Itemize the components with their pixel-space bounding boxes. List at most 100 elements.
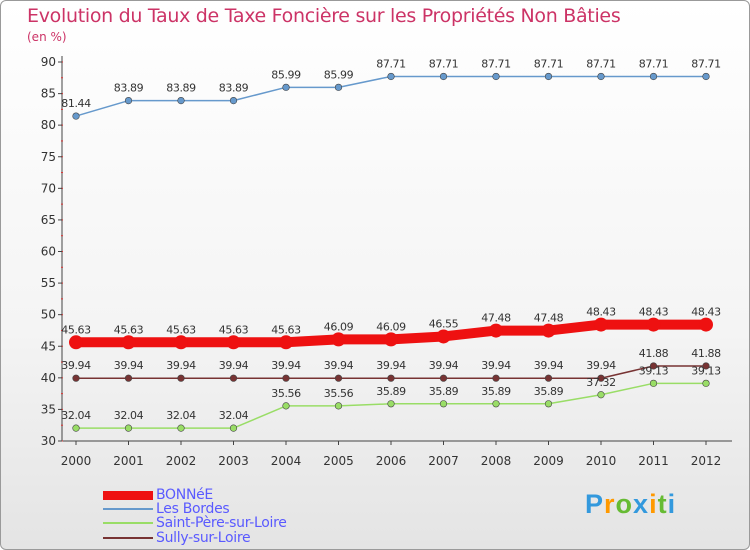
data-label: 48.43: [691, 306, 721, 319]
data-point: [174, 335, 188, 350]
data-label: 47.48: [481, 312, 511, 325]
x-tick-label: 2009: [533, 454, 564, 468]
data-label: 39.94: [166, 359, 196, 372]
logo-letter: r: [604, 489, 616, 519]
logo-letter: i: [649, 489, 658, 519]
data-point: [699, 317, 713, 332]
x-tick-label: 2003: [218, 454, 249, 468]
data-label: 35.56: [271, 387, 301, 400]
data-label: 81.44: [61, 97, 91, 110]
data-label: 37.32: [586, 376, 616, 389]
data-label: 39.13: [691, 364, 721, 377]
legend-swatch: [103, 490, 153, 500]
data-point: [387, 400, 395, 408]
y-tick-label: 55: [41, 276, 56, 290]
y-tick-label: 65: [41, 213, 56, 227]
legend-item: Les Bordes: [103, 501, 230, 517]
data-point: [229, 374, 238, 382]
data-label: 35.89: [534, 385, 564, 398]
x-tick-label: 2006: [376, 454, 407, 468]
data-label: 32.04: [166, 409, 196, 422]
y-tick-label: 35: [41, 402, 56, 416]
data-point: [177, 96, 185, 105]
data-label: 39.94: [376, 359, 406, 372]
data-label: 46.09: [324, 320, 354, 333]
data-point: [649, 379, 658, 387]
data-label: 41.88: [639, 347, 669, 360]
x-tick-label: 2001: [113, 454, 144, 468]
data-point: [334, 374, 343, 382]
data-point: [282, 402, 290, 410]
data-label: 87.71: [534, 57, 564, 70]
data-label: 39.94: [271, 359, 301, 372]
y-tick-label: 30: [41, 434, 56, 448]
data-label: 87.71: [691, 57, 721, 70]
data-point: [492, 374, 500, 382]
logo-letter: i: [667, 489, 677, 519]
proxiti-logo: Proxiti: [585, 489, 676, 520]
data-point: [439, 374, 448, 382]
data-point: [702, 362, 710, 370]
data-label: 35.89: [481, 385, 511, 398]
data-point: [177, 374, 185, 382]
legend-swatch: [103, 522, 153, 524]
data-point: [597, 374, 605, 382]
data-point: [124, 374, 133, 382]
y-tick-label: 60: [41, 245, 56, 259]
y-tick-label: 50: [41, 308, 56, 322]
data-label: 39.94: [114, 359, 144, 372]
logo-letter: x: [633, 489, 650, 519]
data-point: [492, 72, 500, 81]
data-label: 32.04: [61, 409, 91, 422]
data-label: 45.63: [114, 323, 144, 336]
data-point: [492, 400, 500, 408]
data-point: [489, 323, 503, 338]
legend-label: Saint-Père-sur-Loire: [156, 515, 287, 531]
data-point: [69, 335, 83, 350]
data-point: [334, 402, 343, 410]
data-label: 87.71: [376, 57, 406, 70]
data-point: [387, 72, 395, 81]
data-label: 83.89: [219, 82, 249, 95]
data-point: [597, 391, 605, 399]
data-label: 35.89: [376, 385, 406, 398]
data-point: [72, 112, 80, 120]
data-label: 45.63: [271, 323, 301, 336]
y-tick-label: 45: [41, 339, 56, 353]
data-point: [646, 317, 661, 332]
data-label: 35.89: [429, 385, 459, 398]
data-point: [177, 424, 185, 432]
data-point: [282, 83, 290, 91]
data-label: 87.71: [481, 57, 511, 70]
data-label: 87.71: [639, 57, 669, 70]
legend-label: Les Bordes: [156, 501, 230, 517]
legend-label: Sully-sur-Loire: [156, 530, 251, 546]
data-point: [229, 424, 238, 432]
x-tick-label: 2000: [61, 454, 92, 468]
data-point: [331, 332, 346, 347]
logo-letter: P: [585, 489, 605, 519]
data-label: 87.71: [586, 57, 616, 70]
x-tick-label: 2005: [323, 454, 354, 468]
x-tick-label: 2002: [166, 454, 197, 468]
data-point: [229, 96, 238, 105]
data-label: 83.89: [166, 82, 196, 95]
data-point: [541, 323, 556, 338]
data-point: [702, 379, 710, 387]
data-point: [384, 332, 398, 347]
data-label: 39.94: [324, 359, 354, 372]
data-label: 39.94: [61, 359, 91, 372]
data-point: [72, 374, 80, 382]
data-point: [124, 96, 133, 105]
data-point: [544, 400, 553, 408]
legend-item: BONNéE: [103, 487, 213, 503]
data-point: [121, 335, 136, 350]
legend-item: Saint-Père-sur-Loire: [103, 515, 287, 531]
data-point: [124, 424, 133, 432]
y-tick-label: 70: [41, 181, 56, 195]
data-label: 47.48: [534, 312, 564, 325]
y-tick-label: 75: [41, 150, 56, 164]
data-point: [544, 374, 553, 382]
